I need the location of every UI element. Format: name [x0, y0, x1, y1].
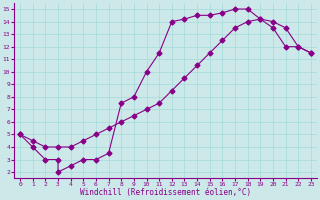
- X-axis label: Windchill (Refroidissement éolien,°C): Windchill (Refroidissement éolien,°C): [80, 188, 251, 197]
